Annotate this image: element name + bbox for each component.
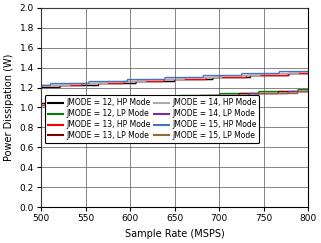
Y-axis label: Power Dissipation (W): Power Dissipation (W) (4, 54, 14, 161)
Legend: JMODE = 12, HP Mode, JMODE = 12, LP Mode, JMODE = 13, HP Mode, JMODE = 13, LP Mo: JMODE = 12, HP Mode, JMODE = 12, LP Mode… (45, 95, 259, 143)
X-axis label: Sample Rate (MSPS): Sample Rate (MSPS) (125, 229, 224, 239)
